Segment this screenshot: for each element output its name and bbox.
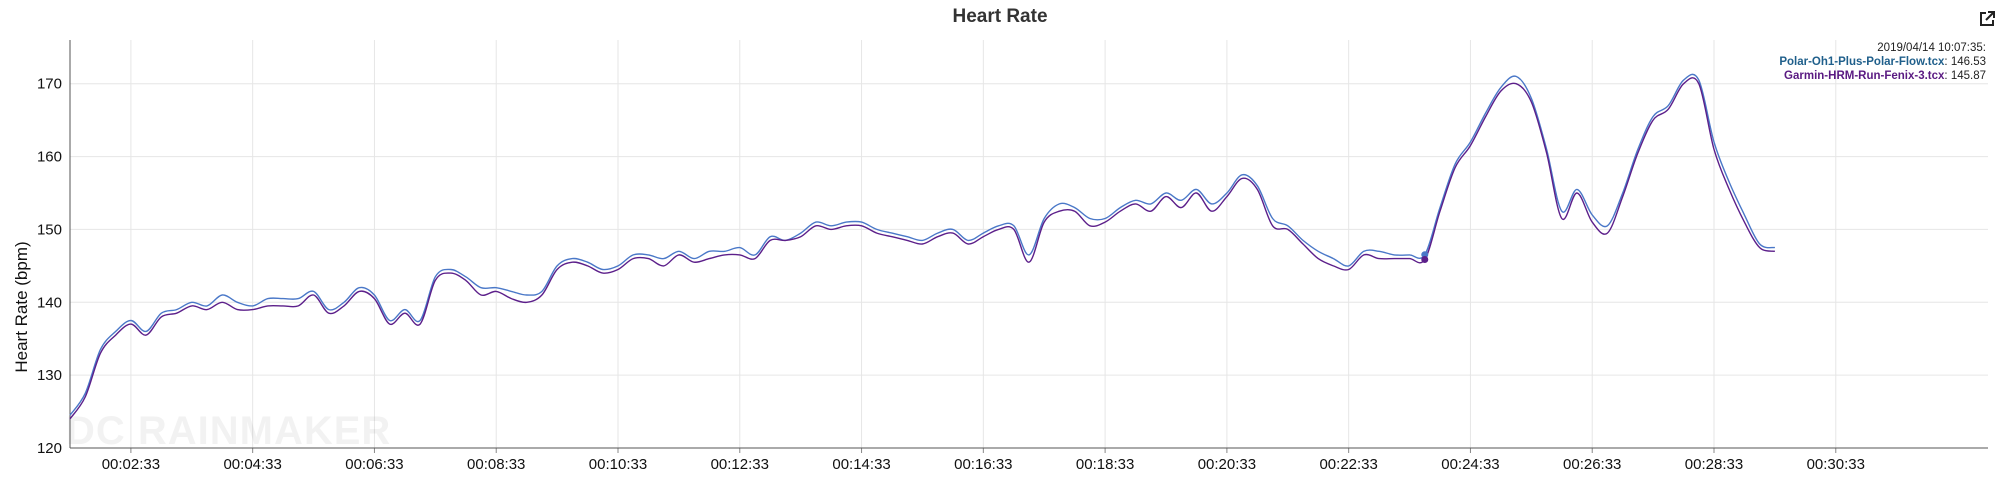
x-tick-label: 00:06:33 bbox=[345, 456, 403, 473]
x-tick-label: 00:16:33 bbox=[954, 456, 1012, 473]
y-tick-label: 120 bbox=[37, 440, 62, 457]
series-line-1 bbox=[69, 73, 1776, 416]
x-tick-label: 00:18:33 bbox=[1076, 456, 1134, 473]
y-tick-label: 160 bbox=[37, 149, 62, 166]
x-tick-label: 00:28:33 bbox=[1685, 456, 1743, 473]
tooltip-series-value: 146.53 bbox=[1950, 56, 1986, 68]
tooltip-entry: Polar-Oh1-Plus-Polar-Flow.tcx: 146.53 bbox=[1779, 56, 1986, 68]
tooltip-entry: Garmin-HRM-Run-Fenix-3.tcx: 145.87 bbox=[1784, 70, 1986, 82]
x-tick-label: 00:26:33 bbox=[1563, 456, 1621, 473]
x-tick-label: 00:04:33 bbox=[223, 456, 281, 473]
hover-markers bbox=[1421, 251, 1429, 264]
hover-marker bbox=[1421, 256, 1429, 264]
hover-tooltip: 2019/04/14 10:07:35: Polar-Oh1-Plus-Pola… bbox=[1779, 41, 1986, 83]
x-tick-label: 00:20:33 bbox=[1198, 456, 1256, 473]
hover-marker bbox=[1421, 251, 1429, 259]
tooltip-series-value: 145.87 bbox=[1950, 70, 1986, 82]
x-tick-label: 00:08:33 bbox=[467, 456, 525, 473]
x-tick-label: 00:30:33 bbox=[1807, 456, 1865, 473]
x-tick-label: 00:12:33 bbox=[711, 456, 769, 473]
y-tick-label: 140 bbox=[37, 294, 62, 311]
series-line-2 bbox=[69, 77, 1776, 420]
x-tick-label: 00:14:33 bbox=[832, 456, 890, 473]
y-axis-label: Heart Rate (bpm) bbox=[12, 241, 31, 372]
tooltip-timestamp: 2019/04/14 10:07:35: bbox=[1877, 42, 1986, 54]
chart-title: Heart Rate bbox=[952, 6, 1048, 27]
y-tick-label: 130 bbox=[37, 367, 62, 384]
x-tick-label: 00:02:33 bbox=[102, 456, 160, 473]
external-link-icon[interactable] bbox=[1978, 10, 1996, 28]
tooltip-series-name: Polar-Oh1-Plus-Polar-Flow.tcx bbox=[1779, 56, 1945, 68]
x-tick-label: 00:24:33 bbox=[1441, 456, 1499, 473]
grid-lines bbox=[70, 40, 1988, 449]
series-layer bbox=[69, 73, 1776, 420]
x-tick-label: 00:10:33 bbox=[589, 456, 647, 473]
y-tick-label: 170 bbox=[37, 76, 62, 93]
tooltip-series-name: Garmin-HRM-Run-Fenix-3.tcx bbox=[1784, 70, 1945, 82]
axes: 120 130 140 150 160 170 00:02:33 00:04:33 00:06:… bbox=[37, 40, 1988, 473]
watermark: DC RAINMAKER bbox=[66, 409, 391, 453]
x-tick-label: 00:22:33 bbox=[1319, 456, 1377, 473]
y-tick-label: 150 bbox=[37, 221, 62, 238]
